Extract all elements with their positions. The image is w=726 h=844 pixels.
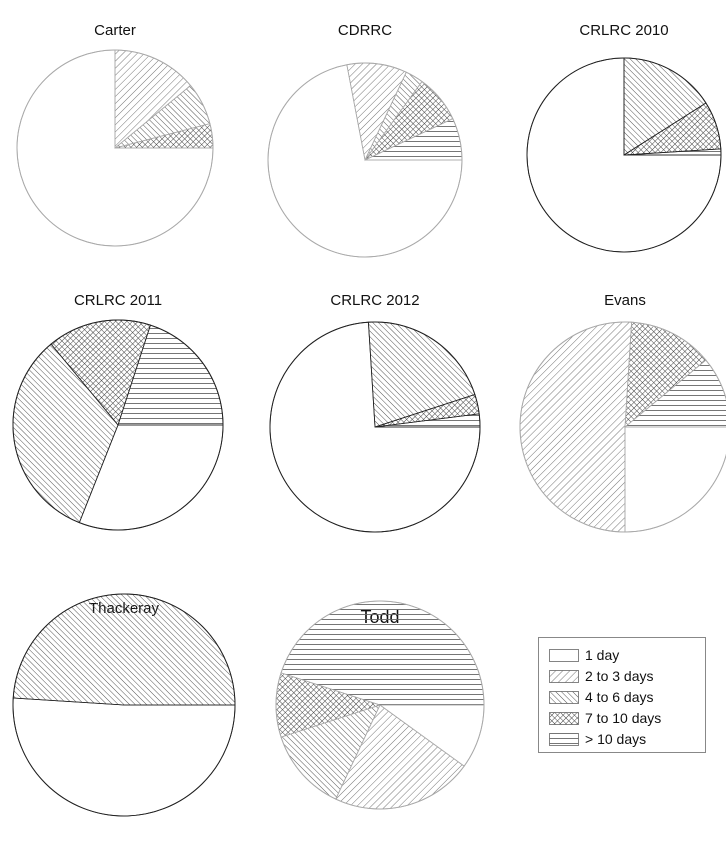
pie-outline <box>269 321 481 533</box>
pie-chart <box>12 319 224 531</box>
legend-swatch <box>549 711 579 725</box>
legend-label: 1 day <box>585 647 620 663</box>
legend-item: 1 day <box>549 647 619 663</box>
pie-chart <box>275 600 485 810</box>
pie-chart <box>519 321 726 533</box>
legend-label: > 10 days <box>585 731 647 747</box>
legend-item: 4 to 6 days <box>549 689 654 705</box>
pie-outline <box>526 57 722 253</box>
pie-slice-4-to-6-days <box>12 593 236 706</box>
legend-label: 7 to 10 days <box>585 710 662 726</box>
pie-slice-2-to-3-days <box>519 321 633 533</box>
pie-title: CDRRC <box>337 22 393 39</box>
pie-title: CRLRC 2010 <box>579 22 669 39</box>
pie-chart <box>269 321 481 533</box>
legend-label: 2 to 3 days <box>585 668 654 684</box>
legend-swatch <box>549 732 579 746</box>
pie-outline <box>519 321 726 533</box>
legend-item: 7 to 10 days <box>549 710 661 726</box>
pie-chart <box>16 49 214 247</box>
pie-outline <box>275 600 485 810</box>
pie-title: CRLRC 2011 <box>73 292 163 309</box>
legend-item: 2 to 3 days <box>549 668 654 684</box>
pie-outline <box>12 319 224 531</box>
legend: 1 day 2 to 3 days 4 to 6 days 7 to 10 days >… <box>538 637 706 753</box>
pie-slice-1-day <box>12 697 236 817</box>
pie-outline <box>16 49 214 247</box>
legend-item: > 10 days <box>549 731 646 747</box>
pie-title: Carter <box>94 22 136 39</box>
pie-slice-1-day <box>624 426 726 533</box>
pie-outline <box>12 593 236 817</box>
pie-title: Evans <box>604 292 646 309</box>
pie-outline <box>267 62 463 258</box>
legend-swatch <box>549 648 579 662</box>
pie-chart <box>526 57 722 253</box>
legend-label: 4 to 6 days <box>585 689 654 705</box>
legend-swatch <box>549 669 579 683</box>
legend-swatch <box>549 690 579 704</box>
pie-chart <box>267 62 463 258</box>
pie-chart <box>12 593 236 817</box>
pie-title: CRLRC 2012 <box>330 292 420 309</box>
